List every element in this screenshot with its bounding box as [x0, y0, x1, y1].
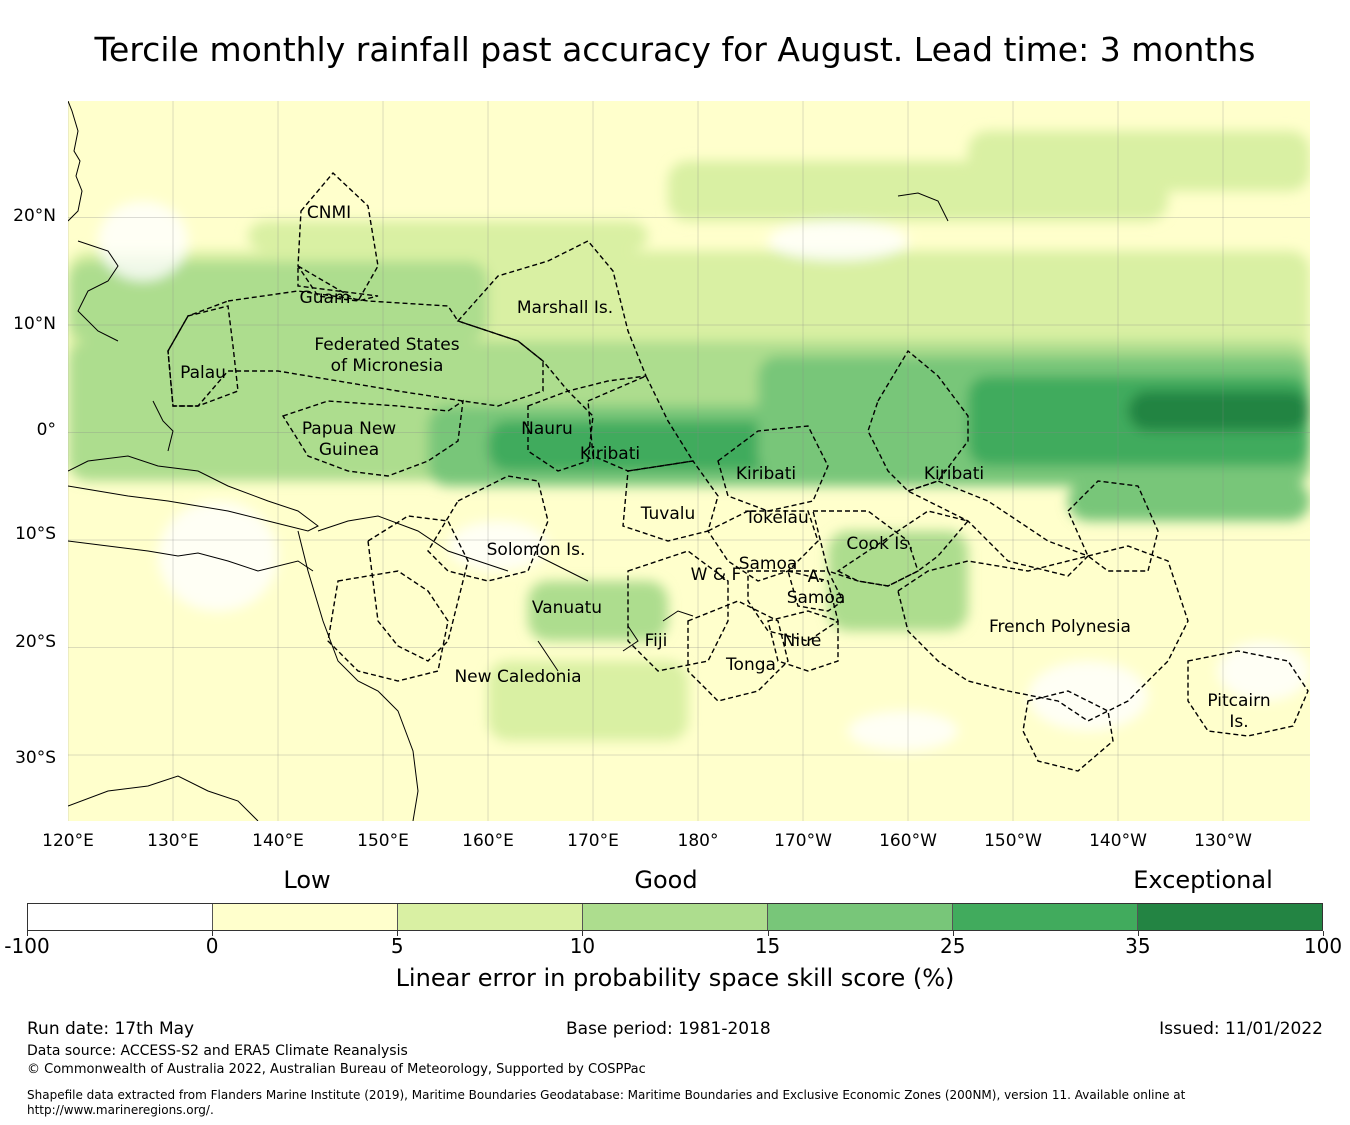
colorbar-tick-mark [582, 931, 584, 936]
region-label: Fiji [645, 631, 668, 651]
colorbar-segment [213, 904, 398, 930]
region-label: Cook Is. [846, 534, 913, 554]
base-period: Base period: 1981-2018 [566, 1019, 771, 1039]
colorbar-segment [583, 904, 768, 930]
data-source: Data source: ACCESS-S2 and ERA5 Climate … [27, 1043, 408, 1059]
region-label: W & F [691, 565, 742, 585]
region-label: Papua New Guinea [302, 419, 396, 460]
region-label: Palau [180, 363, 226, 383]
region-label: New Caledonia [454, 667, 581, 687]
eez-boundaries [167, 171, 1309, 772]
category-low: Low [283, 866, 331, 894]
colorbar-segment [398, 904, 583, 930]
longitude-label: 160°E [462, 831, 514, 851]
region-label: CNMI [307, 203, 351, 223]
colorbar-tick-label: 5 [390, 934, 404, 958]
category-exceptional: Exceptional [1133, 866, 1273, 894]
region-label: French Polynesia [989, 617, 1131, 637]
colorbar-tick-mark [27, 931, 28, 936]
longitude-label: 170°E [567, 831, 619, 851]
graticule [68, 101, 1310, 821]
longitude-label: 170°W [774, 831, 832, 851]
latitude-label: 30°S [15, 748, 56, 768]
colorbar-segment [28, 904, 213, 930]
region-label: Marshall Is. [517, 298, 613, 318]
region-label: Guam [300, 288, 351, 308]
colorbar-tick-label: 15 [754, 934, 781, 958]
colorbar-tick-label: 25 [939, 934, 966, 958]
colorbar-tick-label: 0 [205, 934, 219, 958]
colorbar-tick-mark [397, 931, 399, 936]
region-label: Pitcairn Is. [1207, 691, 1270, 732]
region-label: Kiribati [736, 464, 796, 484]
latitude-label: 10°S [15, 524, 56, 544]
colorbar-tick-mark [767, 931, 769, 936]
map-canvas: CNMI Guam Marshall Is. Federated States of M… [68, 101, 1310, 821]
colorbar-tick-mark [212, 931, 214, 936]
colorbar-tick-label: -100 [4, 934, 50, 958]
colorbar-segment [1138, 904, 1322, 930]
colorbar-tick-label: 100 [1303, 934, 1343, 958]
region-label: Tuvalu [640, 504, 696, 524]
region-label: Tonga [725, 655, 776, 675]
longitude-label: 120°E [42, 831, 94, 851]
region-label: Kiribati [580, 444, 640, 464]
latitude-label: 20°N [13, 206, 56, 226]
longitude-label: 140°W [1089, 831, 1147, 851]
colorbar-tick-mark [952, 931, 954, 936]
region-label: Vanuatu [532, 598, 602, 618]
colorbar-tick-label: 35 [1125, 934, 1151, 958]
region-label: Samoa [739, 554, 798, 574]
skill-shading [68, 131, 1310, 801]
region-labels: CNMI Guam Marshall Is. Federated States of M… [180, 203, 1271, 732]
region-label: Solomon Is. [487, 540, 586, 560]
longitude-label: 130°W [1194, 831, 1252, 851]
copyright: © Commonwealth of Australia 2022, Austra… [27, 1062, 646, 1077]
shapefile-note: Shapefile data extracted from Flanders M… [27, 1088, 1186, 1117]
longitude-label: 130°E [147, 831, 199, 851]
coastlines [68, 101, 949, 821]
latitude-label: 10°N [13, 314, 56, 334]
colorbar-segment [953, 904, 1138, 930]
region-label: Federated States of Micronesia [314, 335, 459, 376]
region-label: Nauru [521, 419, 573, 439]
region-label: Tokelau [744, 508, 809, 528]
colorbar-tick-mark [1323, 931, 1324, 936]
skill-map: CNMI Guam Marshall Is. Federated States of M… [68, 101, 1310, 821]
colorbar [27, 903, 1323, 931]
region-label: Niue [783, 631, 822, 651]
map-title: Tercile monthly rainfall past accuracy f… [94, 30, 1256, 69]
longitude-label: 150°W [984, 831, 1042, 851]
region-label: A. Samoa [787, 567, 846, 608]
longitude-label: 140°E [252, 831, 304, 851]
latitude-label: 20°S [15, 632, 56, 652]
issued-date: Issued: 11/01/2022 [1159, 1019, 1323, 1039]
run-date: Run date: 17th May [27, 1019, 195, 1039]
colorbar-tick-label: 10 [569, 934, 596, 958]
region-label: Kiribati [924, 464, 984, 484]
longitude-label: 150°E [357, 831, 409, 851]
colorbar-tick-mark [1137, 931, 1139, 936]
longitude-label: 180° [677, 831, 719, 851]
category-good: Good [634, 866, 698, 894]
colorbar-segment [768, 904, 953, 930]
latitude-label: 0° [36, 420, 56, 440]
longitude-label: 160°W [879, 831, 937, 851]
colorbar-title: Linear error in probability space skill … [395, 964, 955, 992]
